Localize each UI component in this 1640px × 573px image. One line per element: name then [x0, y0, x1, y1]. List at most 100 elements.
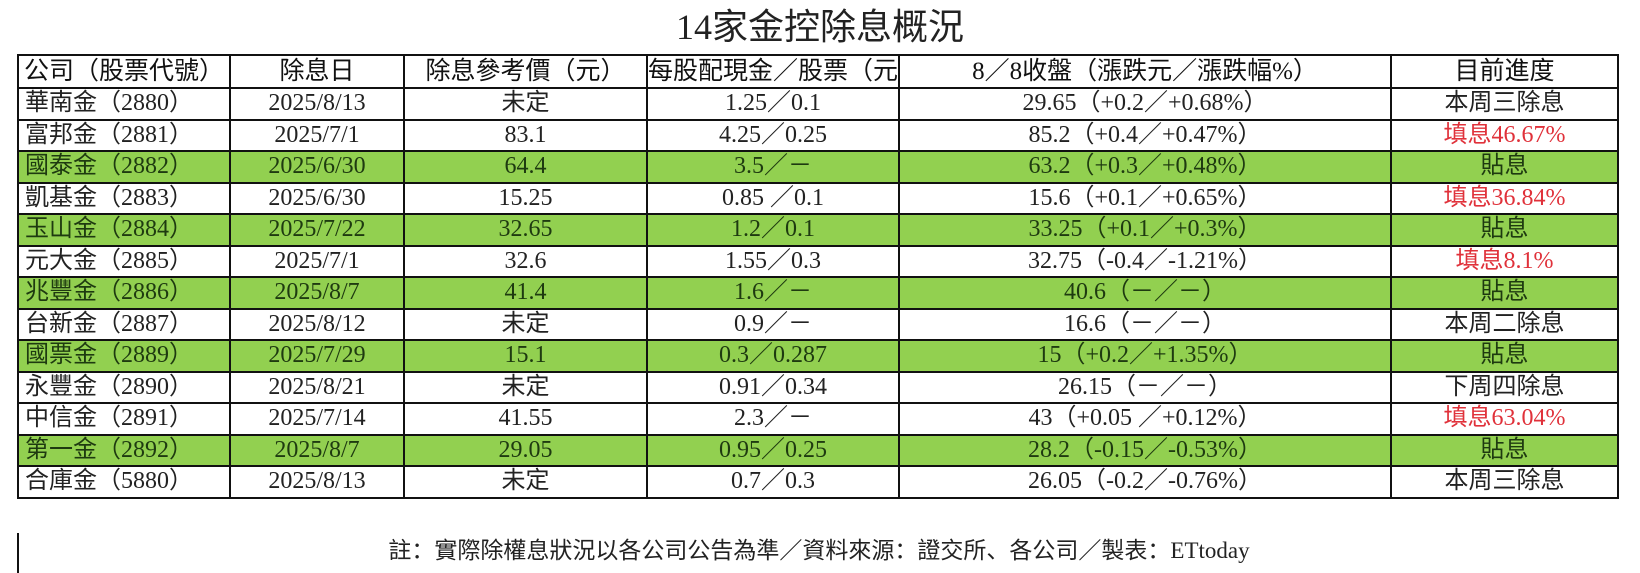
cell-dividend: 2.3／－	[646, 402, 900, 436]
cell-ref-price: 41.4	[403, 276, 648, 310]
cell-close: 26.15（－／－）	[898, 370, 1392, 404]
cell-ref-price: 15.1	[403, 339, 648, 373]
cell-company: 凱基金（2883）	[17, 181, 231, 215]
cell-ex-date: 2025/8/13	[229, 465, 405, 499]
cell-close: 32.75（-0.4／-1.21%）	[898, 244, 1392, 278]
table-row: 凱基金（2883） 2025/6/30 15.25 0.85 ／0.1 15.6…	[17, 181, 1619, 215]
cell-dividend: 1.6／－	[646, 276, 900, 310]
cell-close: 43（+0.05 ／+0.12%）	[898, 402, 1392, 436]
cell-company: 兆豐金（2886）	[17, 276, 231, 310]
cell-ex-date: 2025/8/13	[229, 87, 405, 121]
cell-ref-price: 32.65	[403, 213, 648, 247]
cell-company: 台新金（2887）	[17, 307, 231, 341]
cell-ex-date: 2025/8/7	[229, 433, 405, 467]
cell-close: 15（+0.2／+1.35%）	[898, 339, 1392, 373]
cell-close: 26.05（-0.2／-0.76%）	[898, 465, 1392, 499]
cell-status: 貼息	[1390, 433, 1619, 467]
cell-company: 國泰金（2882）	[17, 150, 231, 184]
cell-status: 貼息	[1390, 213, 1619, 247]
table-row: 兆豐金（2886） 2025/8/7 41.4 1.6／－ 40.6（－／－） …	[17, 276, 1619, 310]
cell-ref-price: 未定	[403, 370, 648, 404]
table-row: 合庫金（5880） 2025/8/13 未定 0.7／0.3 26.05（-0.…	[17, 465, 1619, 499]
cell-status: 貼息	[1390, 276, 1619, 310]
cell-close: 29.65（+0.2／+0.68%）	[898, 87, 1392, 121]
cell-ref-price: 29.05	[403, 433, 648, 467]
cell-dividend: 0.3／0.287	[646, 339, 900, 373]
cell-close: 33.25（+0.1／+0.3%）	[898, 213, 1392, 247]
cell-company: 永豐金（2890）	[17, 370, 231, 404]
cell-dividend: 1.2／0.1	[646, 213, 900, 247]
dividend-table: 公司（股票代號） 除息日 除息參考價（元） 每股配現金／股票（元） 8／8收盤（…	[17, 54, 1619, 499]
cell-ref-price: 未定	[403, 87, 648, 121]
cell-dividend: 1.55／0.3	[646, 244, 900, 278]
cell-close: 28.2（-0.15／-0.53%）	[898, 433, 1392, 467]
cell-ref-price: 83.1	[403, 118, 648, 152]
cell-company: 合庫金（5880）	[17, 465, 231, 499]
cell-dividend: 0.91／0.34	[646, 370, 900, 404]
table-row: 國票金（2889） 2025/7/29 15.1 0.3／0.287 15（+0…	[17, 339, 1619, 373]
cell-ex-date: 2025/7/14	[229, 402, 405, 436]
source-note: 註：實際除權息狀況以各公司公告為準／資料來源：證交所、各公司／製表：ETtoda…	[388, 538, 1250, 563]
header-dividend: 每股配現金／股票（元）	[646, 54, 900, 89]
cell-dividend: 0.7／0.3	[646, 465, 900, 499]
table-row: 台新金（2887） 2025/8/12 未定 0.9／－ 16.6（－／－） 本…	[17, 307, 1619, 341]
dividend-table-container: 公司（股票代號） 除息日 除息參考價（元） 每股配現金／股票（元） 8／8收盤（…	[17, 54, 1619, 499]
cell-close: 63.2（+0.3／+0.48%）	[898, 150, 1392, 184]
footer: 註：實際除權息狀況以各公司公告為準／資料來源：證交所、各公司／製表：ETtoda…	[17, 533, 1617, 573]
cell-company: 華南金（2880）	[17, 87, 231, 121]
cell-dividend: 0.95／0.25	[646, 433, 900, 467]
cell-company: 元大金（2885）	[17, 244, 231, 278]
cell-ref-price: 15.25	[403, 181, 648, 215]
cell-status: 填息8.1%	[1390, 244, 1619, 278]
cell-ref-price: 32.6	[403, 244, 648, 278]
cell-status: 填息36.84%	[1390, 181, 1619, 215]
cell-status: 填息63.04%	[1390, 402, 1619, 436]
table-row: 元大金（2885） 2025/7/1 32.6 1.55／0.3 32.75（-…	[17, 244, 1619, 278]
header-close: 8／8收盤（漲跌元／漲跌幅%）	[898, 54, 1392, 89]
cell-ex-date: 2025/8/12	[229, 307, 405, 341]
cell-status: 本周二除息	[1390, 307, 1619, 341]
cell-ex-date: 2025/7/1	[229, 118, 405, 152]
cell-ex-date: 2025/6/30	[229, 150, 405, 184]
table-row: 第一金（2892） 2025/8/7 29.05 0.95／0.25 28.2（…	[17, 433, 1619, 467]
cell-status: 本周三除息	[1390, 465, 1619, 499]
header-ref-price: 除息參考價（元）	[403, 54, 648, 89]
cell-status: 下周四除息	[1390, 370, 1619, 404]
table-row: 富邦金（2881） 2025/7/1 83.1 4.25／0.25 85.2（+…	[17, 118, 1619, 152]
cell-dividend: 0.85 ／0.1	[646, 181, 900, 215]
cell-ex-date: 2025/8/21	[229, 370, 405, 404]
table-row: 華南金（2880） 2025/8/13 未定 1.25／0.1 29.65（+0…	[17, 87, 1619, 121]
header-company: 公司（股票代號）	[17, 54, 231, 89]
cell-dividend: 3.5／－	[646, 150, 900, 184]
cell-dividend: 0.9／－	[646, 307, 900, 341]
header-ex-date: 除息日	[229, 54, 405, 89]
cell-close: 40.6（－／－）	[898, 276, 1392, 310]
cell-status: 填息46.67%	[1390, 118, 1619, 152]
cell-ref-price: 未定	[403, 307, 648, 341]
cell-status: 貼息	[1390, 150, 1619, 184]
header-status: 目前進度	[1390, 54, 1619, 89]
cell-ref-price: 41.55	[403, 402, 648, 436]
page-title: 14家金控除息概況	[675, 7, 964, 47]
cell-status: 本周三除息	[1390, 87, 1619, 121]
table-row: 永豐金（2890） 2025/8/21 未定 0.91／0.34 26.15（－…	[17, 370, 1619, 404]
cell-company: 富邦金（2881）	[17, 118, 231, 152]
table-row: 中信金（2891） 2025/7/14 41.55 2.3／－ 43（+0.05…	[17, 402, 1619, 436]
cell-close: 16.6（－／－）	[898, 307, 1392, 341]
cell-status: 貼息	[1390, 339, 1619, 373]
cell-company: 第一金（2892）	[17, 433, 231, 467]
table-row: 玉山金（2884） 2025/7/22 32.65 1.2／0.1 33.25（…	[17, 213, 1619, 247]
table-row: 國泰金（2882） 2025/6/30 64.4 3.5／－ 63.2（+0.3…	[17, 150, 1619, 184]
cell-ref-price: 未定	[403, 465, 648, 499]
cell-company: 國票金（2889）	[17, 339, 231, 373]
table-body: 華南金（2880） 2025/8/13 未定 1.25／0.1 29.65（+0…	[17, 87, 1619, 499]
cell-ref-price: 64.4	[403, 150, 648, 184]
cell-ex-date: 2025/8/7	[229, 276, 405, 310]
cell-ex-date: 2025/7/1	[229, 244, 405, 278]
cell-dividend: 1.25／0.1	[646, 87, 900, 121]
cell-close: 15.6（+0.1／+0.65%）	[898, 181, 1392, 215]
table-header-row: 公司（股票代號） 除息日 除息參考價（元） 每股配現金／股票（元） 8／8收盤（…	[17, 54, 1619, 89]
cell-dividend: 4.25／0.25	[646, 118, 900, 152]
cell-close: 85.2（+0.4／+0.47%）	[898, 118, 1392, 152]
cell-ex-date: 2025/7/22	[229, 213, 405, 247]
